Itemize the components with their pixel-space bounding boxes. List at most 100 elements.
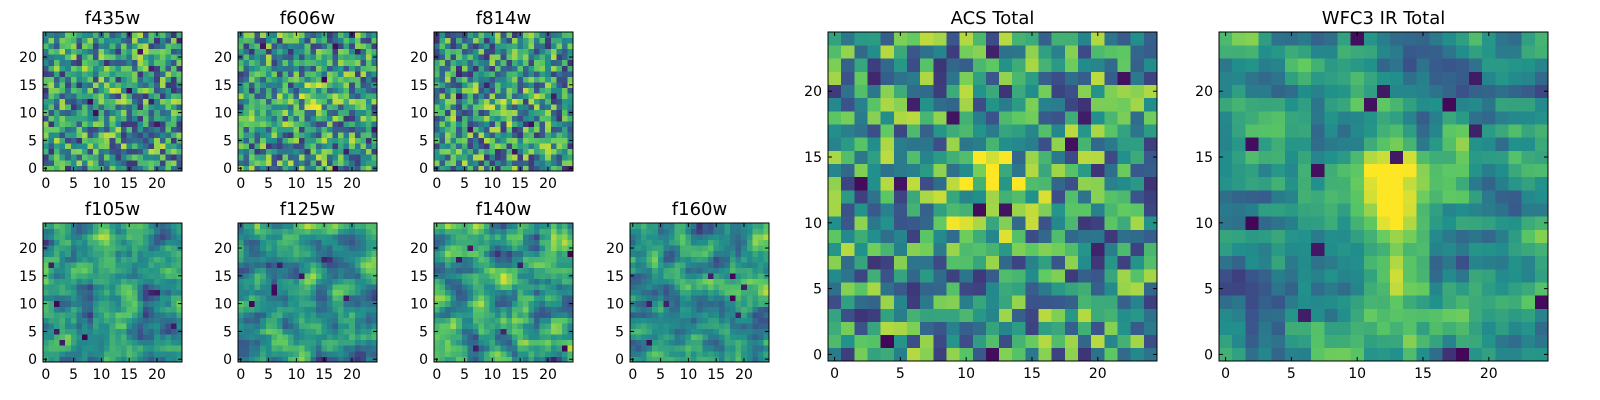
heatmap-cell [1104, 255, 1118, 270]
heatmap-cell [326, 37, 333, 44]
heatmap-cell [170, 295, 177, 302]
heatmap-cell [148, 289, 155, 296]
heatmap-cell [472, 115, 479, 122]
heatmap-cell [143, 317, 150, 324]
heatmap-cell [920, 150, 934, 164]
heatmap-cell [668, 334, 675, 341]
heatmap-cell [65, 59, 72, 66]
heatmap-cell [500, 43, 507, 50]
heatmap-cell [506, 306, 513, 313]
heatmap-cell [93, 228, 99, 235]
heatmap-cell [696, 245, 703, 252]
heatmap-cell [76, 87, 83, 94]
heatmap-cell [506, 87, 513, 94]
heatmap-cell [680, 323, 686, 330]
heatmap-cell [528, 228, 535, 235]
heatmap-cell [1117, 189, 1132, 204]
heatmap-cell [170, 261, 177, 268]
heatmap-cell [567, 323, 574, 330]
heatmap-cell [867, 216, 882, 230]
heatmap-cell [489, 261, 496, 268]
heatmap-cell [663, 339, 670, 346]
heatmap-cell [343, 289, 350, 296]
heatmap-cell [70, 245, 77, 252]
heatmap-cell [550, 120, 557, 127]
heatmap-cell [159, 245, 166, 252]
heatmap-cell [500, 339, 507, 346]
heatmap-cell [702, 350, 709, 357]
heatmap-cell [343, 295, 350, 302]
heatmap-cell [288, 323, 294, 330]
heatmap-cell [511, 87, 518, 94]
heatmap-cell [1117, 308, 1132, 322]
heatmap-cell [456, 334, 463, 341]
heatmap-cell [439, 154, 446, 161]
heatmap-cell [115, 267, 122, 274]
heatmap-cell [265, 306, 272, 313]
heatmap-cell [893, 163, 908, 178]
heatmap-cell [326, 295, 333, 302]
heatmap-cell [238, 93, 244, 100]
heatmap-cell [522, 228, 529, 235]
heatmap-cell [752, 278, 759, 285]
heatmap-cell [730, 328, 737, 335]
heatmap-cell [282, 43, 289, 50]
heatmap-cell [534, 76, 541, 83]
heatmap-cell [293, 328, 300, 335]
heatmap-cell [360, 120, 367, 127]
heatmap-cell [522, 284, 529, 291]
heatmap-cell [495, 223, 502, 229]
heatmap-cell [288, 273, 294, 279]
heatmap-cell [467, 87, 474, 94]
heatmap-cell [484, 250, 490, 257]
heatmap-cell [1038, 189, 1053, 204]
heatmap-cell [528, 54, 535, 61]
heatmap-cell [561, 65, 568, 72]
heatmap-cell [456, 250, 463, 257]
heatmap-cell [1143, 229, 1158, 243]
heatmap-cell [439, 273, 446, 279]
heatmap-cell [165, 115, 172, 122]
heatmap-cell [999, 268, 1013, 283]
heatmap-cell [484, 59, 490, 66]
heatmap-cell [534, 339, 541, 346]
heatmap-cell [288, 295, 294, 302]
heatmap-cell [517, 323, 524, 330]
heatmap-cell [304, 54, 311, 61]
heatmap-cell [260, 98, 267, 105]
heatmap-cell [131, 278, 138, 285]
heatmap-cell [752, 250, 759, 257]
heatmap-cell [1117, 176, 1132, 191]
heatmap-cell [265, 239, 272, 246]
heatmap-cell [282, 32, 289, 38]
heatmap-cell [1091, 163, 1105, 178]
heatmap-cell [545, 70, 552, 77]
heatmap-cell [528, 98, 535, 105]
heatmap-cell [176, 148, 183, 155]
heatmap-cell [76, 350, 83, 357]
heatmap-cell [271, 159, 278, 166]
heatmap-cell [54, 223, 61, 229]
heatmap-cell [1051, 216, 1066, 230]
heatmap-cell [98, 295, 105, 302]
heatmap-cell [76, 317, 83, 324]
heatmap-cell [506, 165, 513, 172]
heatmap-cell [450, 126, 457, 133]
heatmap-cell [76, 289, 83, 296]
heatmap-cell [495, 239, 502, 246]
heatmap-cell [495, 289, 502, 296]
heatmap-cell [691, 267, 698, 274]
heatmap-cell [299, 104, 306, 111]
heatmap-cell [76, 278, 83, 285]
heatmap-cell [713, 261, 720, 268]
heatmap-cell [517, 239, 524, 246]
heatmap-cell [522, 104, 529, 111]
heatmap-cell [445, 54, 452, 61]
heatmap-cell [349, 143, 356, 150]
heatmap-cell [48, 328, 55, 335]
heatmap-cell [310, 306, 317, 313]
heatmap-cell [131, 250, 138, 257]
heatmap-cell [517, 256, 524, 263]
heatmap-cell [93, 48, 99, 55]
